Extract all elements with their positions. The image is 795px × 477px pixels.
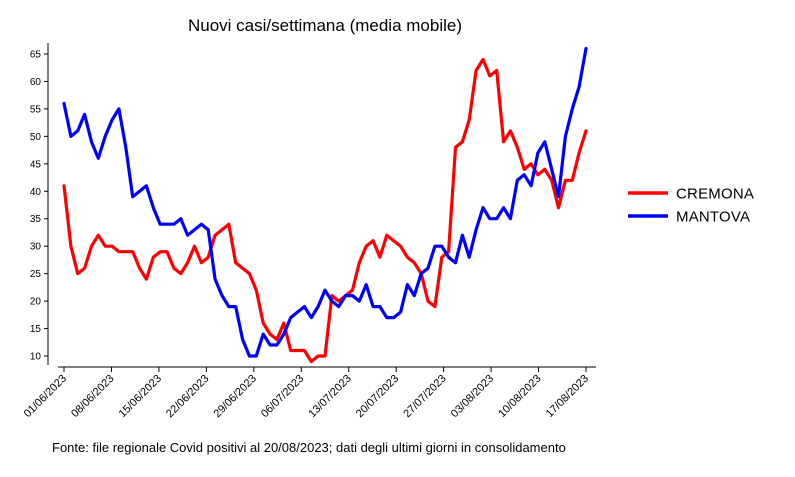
x-tick-label: 10/08/2023	[496, 373, 543, 420]
legend: CREMONA MANTOVA	[628, 186, 754, 226]
chart-title: Nuovi casi/settimana (media mobile)	[188, 16, 462, 35]
y-tick-label: 20	[30, 297, 42, 308]
x-tick-label: 17/08/2023	[544, 373, 591, 420]
x-tick-label: 08/06/2023	[69, 373, 116, 420]
series-line-mantova	[62, 46, 588, 358]
y-tick-label: 25	[30, 269, 42, 280]
legend-label-cremona: CREMONA	[676, 186, 754, 203]
x-tick-label: 22/06/2023	[164, 373, 211, 420]
y-tick-label: 40	[30, 187, 42, 198]
y-tick-label: 65	[30, 49, 42, 60]
series-layer	[62, 46, 588, 364]
legend-label-mantova: MANTOVA	[676, 209, 750, 226]
x-tick-label: 15/06/2023	[117, 373, 164, 420]
axes: 10 15 20 25 30 35 40 45 50 55 60 65 01/06/2023 08/06/…	[22, 43, 596, 420]
y-tick-label: 10	[30, 352, 42, 363]
x-tick-label: 20/07/2023	[354, 373, 401, 420]
series-line-cremona	[62, 57, 588, 364]
y-tick-label: 30	[30, 242, 42, 253]
x-tick-label: 06/07/2023	[259, 373, 306, 420]
x-tick-label: 01/06/2023	[22, 373, 69, 420]
y-tick-label: 50	[30, 132, 42, 143]
y-tick-label: 35	[30, 214, 42, 225]
x-tick-label: 13/07/2023	[306, 373, 353, 420]
x-tick-label: 03/08/2023	[449, 373, 496, 420]
y-tick-label: 60	[30, 77, 42, 88]
y-tick-label: 15	[30, 324, 42, 335]
y-tick-label: 55	[30, 104, 42, 115]
y-tick-label: 45	[30, 159, 42, 170]
source-note: Fonte: file regionale Covid positivi al …	[52, 440, 566, 455]
x-tick-label: 27/07/2023	[401, 373, 448, 420]
x-tick-label: 29/06/2023	[212, 373, 259, 420]
